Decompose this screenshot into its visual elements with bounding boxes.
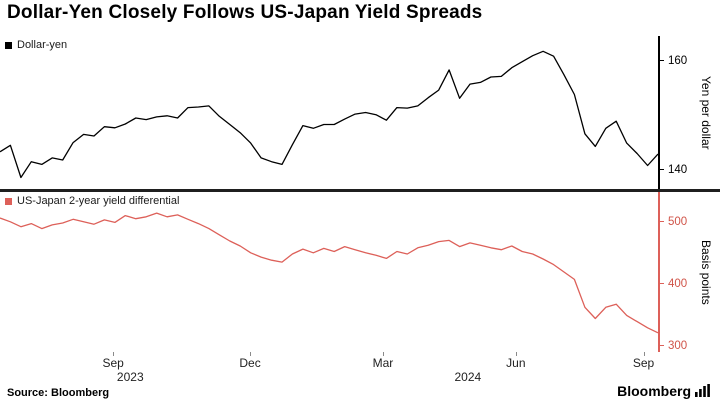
x-tick-label: Dec bbox=[239, 356, 261, 370]
y-tick-label: 400 bbox=[668, 277, 688, 290]
y-tick-mark bbox=[658, 345, 664, 347]
y-tick-mark bbox=[658, 60, 664, 62]
panel-yield-differential: US-Japan 2-year yield differential Basis… bbox=[0, 192, 720, 352]
panel-dollar-yen: Dollar-yen Yen per dollar 140 160 bbox=[0, 36, 720, 189]
x-tick-label: Sep bbox=[632, 356, 655, 370]
y-tick-label: 300 bbox=[668, 339, 688, 352]
series-line bbox=[0, 212, 658, 334]
y-tick-label: 500 bbox=[668, 215, 688, 228]
legend-label: Dollar-yen bbox=[17, 39, 68, 51]
bloomberg-logo: Bloomberg bbox=[617, 383, 710, 399]
x-tick-mark bbox=[113, 352, 115, 356]
x-tick-label: Jun bbox=[506, 356, 526, 370]
x-year-label: 2023 bbox=[116, 370, 144, 384]
y-axis-title: Yen per dollar bbox=[699, 75, 713, 150]
dollar-yen-line-chart bbox=[0, 50, 658, 179]
y-tick-label: 160 bbox=[668, 54, 688, 67]
y-tick-mark bbox=[658, 283, 664, 285]
y-tick-label: 140 bbox=[668, 163, 688, 176]
panel-divider bbox=[0, 189, 720, 192]
series-line bbox=[0, 50, 658, 179]
legend-swatch bbox=[5, 197, 12, 205]
legend-dollar-yen: Dollar-yen bbox=[5, 39, 67, 51]
y-axis-line bbox=[658, 192, 660, 352]
x-tick-label: Mar bbox=[372, 356, 394, 370]
legend-swatch bbox=[5, 41, 12, 49]
x-tick-mark bbox=[250, 352, 252, 356]
legend-yield-differential: US-Japan 2-year yield differential bbox=[5, 195, 179, 207]
chart-title: Dollar-Yen Closely Follows US-Japan Yiel… bbox=[7, 2, 483, 23]
source-note: Source: Bloomberg bbox=[7, 387, 110, 399]
y-tick-mark bbox=[658, 221, 664, 223]
x-axis: Sep Dec Mar Jun Sep 2023 2024 bbox=[0, 352, 720, 386]
legend-label: US-Japan 2-year yield differential bbox=[17, 195, 180, 207]
y-axis-title: Basis points bbox=[699, 239, 713, 305]
x-tick-label: Sep bbox=[102, 356, 124, 370]
bloomberg-logo-text: Bloomberg bbox=[617, 383, 691, 399]
x-tick-mark bbox=[382, 352, 384, 356]
y-tick-mark bbox=[658, 169, 664, 171]
x-year-label: 2024 bbox=[454, 370, 482, 384]
x-tick-mark bbox=[515, 352, 517, 356]
bloomberg-bars-icon bbox=[695, 384, 710, 397]
y-axis-line bbox=[658, 36, 660, 189]
x-tick-mark bbox=[643, 352, 645, 356]
yield-differential-line-chart bbox=[0, 212, 658, 334]
